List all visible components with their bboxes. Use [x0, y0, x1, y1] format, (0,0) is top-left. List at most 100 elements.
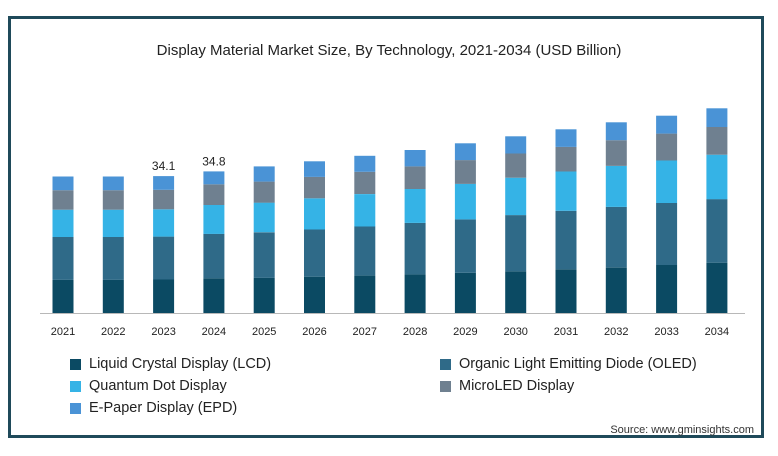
legend-label-oled: Organic Light Emitting Diode (OLED) [459, 356, 697, 372]
bar-2024-organic-light-emitting-diode-oled [203, 233, 225, 279]
bar-2027-organic-light-emitting-diode-oled [354, 226, 376, 276]
data-label-2023: 34.1 [152, 159, 176, 173]
x-tick-label-2031: 2031 [554, 326, 578, 338]
bar-2023-organic-light-emitting-diode-oled [153, 236, 175, 280]
bar-2033-quantum-dot-display [656, 160, 678, 203]
bar-2023-quantum-dot-display [153, 209, 175, 237]
source-note: Source: www.gminsights.com [610, 424, 754, 436]
x-tick-label-2026: 2026 [302, 326, 326, 338]
x-tick-label-2034: 2034 [705, 326, 729, 338]
bar-2021-liquid-crystal-display-lcd [52, 279, 74, 313]
bar-2027-liquid-crystal-display-lcd [354, 275, 376, 313]
bar-2033-e-paper-display-epd [656, 115, 678, 134]
bar-2026-organic-light-emitting-diode-oled [304, 229, 325, 277]
legend-label-lcd: Liquid Crystal Display (LCD) [89, 356, 272, 372]
legend-swatch-lcd [70, 358, 81, 370]
legend-swatch-quantum-dot [70, 380, 81, 392]
bar-2028-organic-light-emitting-diode-oled [404, 222, 426, 275]
bar-2024-microled-display [203, 184, 225, 205]
bar-2034-organic-light-emitting-diode-oled [706, 199, 728, 263]
bar-2029-quantum-dot-display [454, 183, 476, 220]
bar-2030-microled-display [505, 153, 527, 178]
bar-2034-microled-display [706, 127, 728, 155]
bar-2031-quantum-dot-display [555, 171, 577, 211]
chart-legend: Liquid Crystal Display (LCD) Organic Lig… [70, 356, 730, 426]
bar-2023-microled-display [153, 189, 175, 210]
x-tick-label-2021: 2021 [51, 326, 75, 338]
bar-2030-e-paper-display-epd [505, 136, 527, 154]
bar-2026-liquid-crystal-display-lcd [304, 276, 325, 313]
bar-2026-quantum-dot-display [304, 198, 325, 230]
bar-2029-e-paper-display-epd [454, 143, 476, 161]
bar-2032-e-paper-display-epd [605, 122, 627, 141]
legend-label-quantum-dot: Quantum Dot Display [89, 378, 227, 394]
bar-2027-e-paper-display-epd [354, 155, 376, 172]
bar-2030-liquid-crystal-display-lcd [505, 271, 527, 313]
bar-2032-quantum-dot-display [605, 166, 627, 207]
bar-2029-organic-light-emitting-diode-oled [454, 219, 476, 273]
legend-label-microled: MicroLED Display [459, 378, 575, 394]
chart-title: Display Material Market Size, By Technol… [156, 42, 622, 59]
chart-frame [8, 16, 764, 438]
bar-2022-e-paper-display-epd [102, 176, 124, 191]
bar-2032-microled-display [605, 140, 627, 166]
x-tick-label-2030: 2030 [503, 326, 527, 338]
bar-2034-quantum-dot-display [706, 154, 728, 200]
bar-2022-microled-display [102, 190, 124, 210]
bar-2025-organic-light-emitting-diode-oled [253, 232, 275, 278]
legend-item-oled: Organic Light Emitting Diode (OLED) [440, 356, 697, 372]
data-label-2024: 34.8 [202, 154, 226, 168]
bar-2032-organic-light-emitting-diode-oled [605, 206, 627, 268]
bar-2021-quantum-dot-display [52, 209, 74, 237]
bar-2027-quantum-dot-display [354, 194, 376, 227]
bar-2031-organic-light-emitting-diode-oled [555, 210, 577, 270]
legend-item-lcd: Liquid Crystal Display (LCD) [70, 356, 271, 372]
legend-item-epaper: E-Paper Display (EPD) [70, 400, 237, 416]
bar-2031-microled-display [555, 146, 577, 172]
legend-swatch-oled [440, 358, 451, 370]
bar-2025-e-paper-display-epd [253, 166, 275, 182]
bar-2029-liquid-crystal-display-lcd [454, 272, 476, 313]
bar-2022-quantum-dot-display [102, 209, 124, 237]
legend-label-epaper: E-Paper Display (EPD) [89, 400, 238, 416]
bar-2023-liquid-crystal-display-lcd [153, 279, 175, 313]
bar-2028-quantum-dot-display [404, 189, 426, 223]
x-tick-label-2027: 2027 [353, 326, 377, 338]
x-tick-label-2029: 2029 [453, 326, 477, 338]
bar-2032-liquid-crystal-display-lcd [605, 267, 627, 313]
bar-2034-e-paper-display-epd [706, 108, 728, 127]
legend-swatch-epaper [70, 402, 81, 414]
bar-2030-organic-light-emitting-diode-oled [505, 215, 527, 272]
bar-2027-microled-display [354, 171, 376, 194]
bar-2026-e-paper-display-epd [304, 161, 325, 177]
bar-2028-liquid-crystal-display-lcd [404, 274, 426, 313]
bar-2025-microled-display [253, 181, 275, 203]
bar-2031-liquid-crystal-display-lcd [555, 269, 577, 313]
x-tick-label-2022: 2022 [101, 326, 125, 338]
bar-2029-microled-display [454, 160, 476, 184]
bar-2021-microled-display [52, 190, 74, 210]
bar-2034-liquid-crystal-display-lcd [706, 262, 728, 313]
bar-2025-liquid-crystal-display-lcd [253, 277, 275, 313]
bar-2033-liquid-crystal-display-lcd [656, 265, 678, 313]
legend-swatch-microled [440, 380, 451, 392]
bar-2031-e-paper-display-epd [555, 129, 577, 147]
bar-2022-organic-light-emitting-diode-oled [102, 237, 124, 280]
legend-item-microled: MicroLED Display [440, 378, 574, 394]
x-tick-label-2023: 2023 [151, 326, 175, 338]
bar-2024-e-paper-display-epd [203, 171, 225, 185]
bar-2023-e-paper-display-epd [153, 176, 175, 190]
bar-2026-microled-display [304, 176, 325, 199]
bar-2024-liquid-crystal-display-lcd [203, 278, 225, 313]
bar-2033-organic-light-emitting-diode-oled [656, 203, 678, 265]
x-tick-label-2032: 2032 [604, 326, 628, 338]
x-tick-label-2024: 2024 [202, 326, 226, 338]
x-tick-label-2028: 2028 [403, 326, 427, 338]
bar-2025-quantum-dot-display [253, 202, 275, 233]
bar-2022-liquid-crystal-display-lcd [102, 279, 124, 313]
bar-2030-quantum-dot-display [505, 177, 527, 216]
bar-2021-organic-light-emitting-diode-oled [52, 237, 74, 280]
x-tick-label-2033: 2033 [654, 326, 678, 338]
bar-2033-microled-display [656, 133, 678, 161]
